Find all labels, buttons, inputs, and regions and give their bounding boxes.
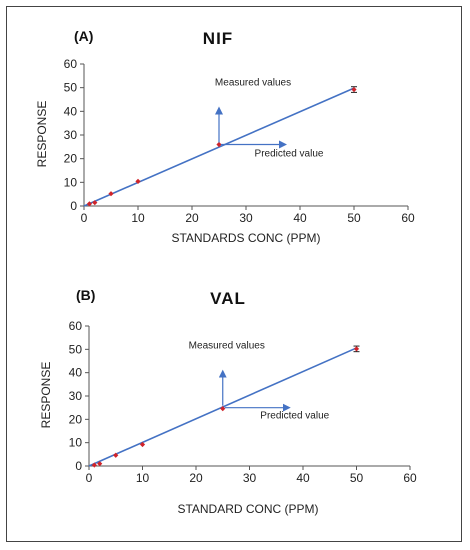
- x-tick-label: 0: [81, 211, 88, 225]
- x-tick-label: 0: [86, 471, 93, 485]
- data-point: [139, 441, 146, 448]
- tick-labels: 0 10 20 30 40 50 60 0 10 20 30 40 50 60: [69, 319, 417, 485]
- axes: [85, 325, 411, 470]
- x-tick-label: 10: [136, 471, 150, 485]
- y-tick-label: 20: [64, 152, 78, 166]
- data-point: [91, 462, 97, 468]
- panel-label: (A): [74, 28, 93, 44]
- plot-area: Measured values Predicted value: [83, 77, 357, 207]
- annotation-label: Predicted value: [255, 148, 324, 159]
- x-tick-label: 50: [350, 471, 364, 485]
- data-point: [220, 406, 226, 412]
- y-tick-label: 20: [69, 412, 83, 426]
- y-tick-label: 10: [64, 175, 78, 189]
- y-tick-label: 60: [64, 57, 78, 71]
- x-axis-label: STANDARD CONC (PPM): [177, 502, 318, 516]
- y-tick-label: 50: [69, 342, 83, 356]
- annotation-label: Measured values: [215, 77, 291, 88]
- y-axis-label: RESPONSE: [35, 101, 49, 168]
- data-point: [216, 141, 222, 148]
- y-tick-label: 50: [64, 81, 78, 95]
- x-tick-label: 50: [347, 211, 361, 225]
- annotation-label: Measured values: [189, 341, 265, 352]
- y-tick-label: 30: [64, 128, 78, 142]
- data-point: [135, 178, 141, 184]
- x-tick-label: 60: [403, 471, 417, 485]
- y-tick-label: 60: [69, 319, 83, 333]
- data-point: [108, 191, 114, 197]
- y-tick-label: 40: [69, 366, 83, 380]
- chart-title: VAL: [210, 289, 246, 308]
- y-axis-label: RESPONSE: [39, 362, 53, 429]
- chart-title: NIF: [203, 29, 233, 48]
- x-axis-label: STANDARDS CONC (PPM): [171, 231, 320, 245]
- x-tick-label: 40: [296, 471, 310, 485]
- axes: [80, 63, 409, 210]
- y-tick-label: 30: [69, 389, 83, 403]
- panel-label: (B): [76, 287, 95, 303]
- annotation-label: Predicted value: [260, 411, 329, 422]
- trendline: [83, 87, 355, 207]
- chart-val: (B) VAL RESPONSE STANDARD CONC (PPM) 0 10…: [39, 287, 417, 516]
- x-tick-label: 30: [239, 211, 253, 225]
- data-point: [353, 346, 360, 352]
- data-point: [92, 200, 98, 206]
- x-tick-label: 60: [401, 211, 415, 225]
- x-tick-label: 10: [131, 211, 145, 225]
- y-tick-label: 10: [69, 436, 83, 450]
- x-tick-label: 40: [293, 211, 307, 225]
- chart-nif: (A) NIF RESPONSE STANDARDS CONC (PPM) 0 1…: [35, 28, 415, 245]
- x-tick-label: 30: [243, 471, 257, 485]
- figure-frame: [6, 6, 462, 542]
- data-point: [113, 452, 119, 458]
- y-tick-label: 0: [75, 459, 82, 473]
- data-point: [97, 461, 103, 467]
- x-tick-label: 20: [189, 471, 203, 485]
- tick-labels: 0 10 20 30 40 50 60 0 10 20 30 40 50 60: [64, 57, 415, 225]
- data-point: [86, 201, 92, 207]
- y-tick-label: 40: [64, 104, 78, 118]
- y-tick-label: 0: [70, 199, 77, 213]
- data-point: [351, 86, 357, 93]
- x-tick-label: 20: [185, 211, 199, 225]
- plot-area: Measured values Predicted value: [88, 341, 360, 468]
